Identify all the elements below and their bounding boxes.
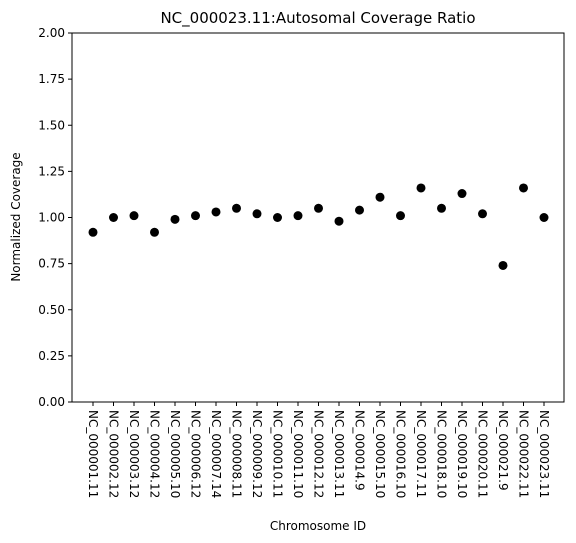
data-point (437, 203, 446, 213)
plot-frame (71, 32, 565, 403)
x-tick-label: NC_000002.12 (107, 410, 121, 498)
data-point (396, 211, 405, 221)
data-point (232, 203, 241, 213)
y-tick-label: 1.75 (38, 72, 65, 86)
data-points (88, 183, 549, 270)
data-point (314, 203, 323, 213)
x-tick-label: NC_000004.12 (148, 410, 162, 498)
data-point (375, 192, 385, 202)
data-point (293, 211, 303, 221)
data-point (170, 214, 180, 224)
y-tick-label: 0.00 (38, 395, 65, 409)
y-axis-ticks: 0.00 0.25 0.50 0.75 1.00 1.25 1.50 1.75 2.00 (38, 26, 72, 409)
x-tick-label: NC_000023.11 (537, 410, 551, 498)
data-point (211, 207, 221, 217)
x-tick-label: NC_000010.11 (271, 410, 285, 498)
data-point (416, 183, 426, 193)
x-tick-label: NC_000014.9 (353, 410, 367, 491)
x-tick-label: NC_000005.10 (168, 410, 182, 498)
x-tick-label: NC_000006.12 (189, 410, 203, 498)
x-tick-label: NC_000001.11 (86, 410, 100, 498)
y-tick-label: 0.25 (38, 349, 65, 363)
x-axis-label: Chromosome ID (270, 519, 366, 533)
y-tick-label: 0.50 (38, 303, 65, 317)
data-point (150, 227, 159, 237)
x-tick-label: NC_000007.14 (209, 410, 223, 498)
x-tick-label: NC_000015.10 (373, 410, 387, 498)
x-tick-label: NC_000009.12 (250, 410, 264, 498)
data-point (129, 211, 139, 221)
data-point (498, 260, 508, 270)
x-axis-ticks: NC_000001.11 NC_000002.12 NC_000003.12 NC_0… (86, 402, 551, 498)
x-tick-label: NC_000011.10 (291, 410, 305, 498)
data-point (109, 213, 118, 222)
data-point (457, 189, 467, 199)
data-point (334, 216, 344, 226)
x-tick-label: NC_000012.12 (312, 410, 326, 498)
data-point (88, 227, 98, 237)
x-tick-label: NC_000017.11 (414, 410, 428, 498)
x-tick-label: NC_000013.11 (332, 410, 346, 498)
data-point (273, 213, 282, 222)
y-tick-label: 1.25 (38, 164, 65, 178)
y-tick-label: 1.00 (38, 211, 65, 225)
y-tick-label: 2.00 (38, 26, 65, 40)
y-tick-label: 0.75 (38, 257, 65, 271)
x-tick-label: NC_000022.11 (517, 410, 531, 498)
data-point (191, 211, 200, 221)
chart-title: NC_000023.11:Autosomal Coverage Ratio (160, 9, 475, 28)
data-point (478, 209, 487, 219)
y-axis-label: Normalized Coverage (9, 152, 23, 281)
x-tick-label: NC_000003.12 (127, 410, 141, 498)
x-tick-label: NC_000021.9 (496, 410, 510, 491)
x-tick-label: NC_000008.11 (230, 410, 244, 498)
x-tick-label: NC_000020.11 (476, 410, 490, 498)
x-tick-label: NC_000016.10 (394, 410, 408, 498)
x-tick-label: NC_000019.10 (455, 410, 469, 498)
data-point (355, 205, 364, 215)
data-point (252, 209, 262, 219)
data-point (519, 183, 528, 193)
y-tick-label: 1.50 (38, 118, 65, 132)
data-point (539, 213, 549, 222)
x-tick-label: NC_000018.10 (435, 410, 449, 498)
